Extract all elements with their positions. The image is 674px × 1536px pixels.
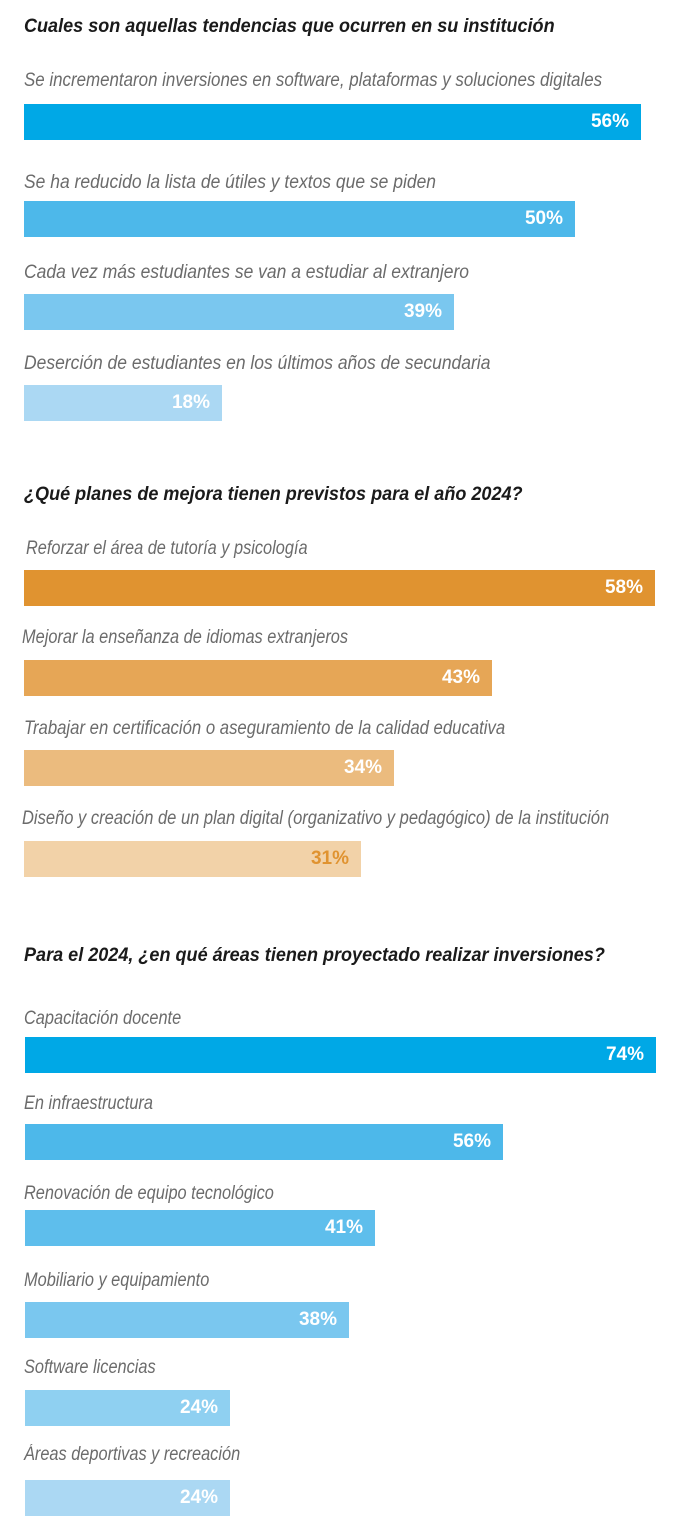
bar: 39% — [24, 294, 454, 330]
bar: 50% — [24, 201, 575, 237]
chart-2-title: ¿Qué planes de mejora tienen previstos p… — [24, 484, 523, 505]
bar-value-label: 56% — [590, 111, 629, 132]
bar-value-label: 56% — [452, 1131, 491, 1152]
category-label: Capacitación docente — [24, 1008, 182, 1029]
bar: 56% — [24, 104, 641, 140]
bar: 24% — [25, 1480, 230, 1516]
bar-value-label: 74% — [605, 1044, 644, 1065]
bar-value-label: 41% — [324, 1217, 363, 1238]
category-label: Se ha reducido la lista de útiles y text… — [24, 172, 437, 193]
category-label: Diseño y creación de un plan digital (or… — [22, 808, 610, 829]
bar-value-label: 39% — [403, 301, 442, 322]
category-label: Deserción de estudiantes en los últimos … — [24, 353, 491, 374]
category-label: Renovación de equipo tecnológico — [24, 1183, 274, 1204]
bar: 18% — [24, 385, 222, 421]
bar-value-label: 58% — [604, 577, 643, 598]
category-label: Software licencias — [24, 1357, 156, 1378]
bar-value-label: 18% — [171, 392, 210, 413]
category-label: Reforzar el área de tutoría y psicología — [26, 538, 308, 559]
bar: 74% — [25, 1037, 656, 1073]
category-label: Se incrementaron inversiones en software… — [24, 70, 603, 91]
bar: 43% — [24, 660, 492, 696]
bar-value-label: 24% — [179, 1397, 218, 1418]
category-label: Trabajar en certificación o aseguramient… — [24, 718, 506, 739]
bar-value-label: 38% — [298, 1309, 337, 1330]
bar: 58% — [24, 570, 655, 606]
category-label: Cada vez más estudiantes se van a estudi… — [24, 262, 470, 283]
bar: 41% — [25, 1210, 375, 1246]
bar-value-label: 24% — [179, 1487, 218, 1508]
category-label: Áreas deportivas y recreación — [24, 1444, 241, 1465]
bar: 24% — [25, 1390, 230, 1426]
category-label: Mejorar la enseñanza de idiomas extranje… — [22, 627, 349, 648]
bar: 31% — [24, 841, 361, 877]
bar: 38% — [25, 1302, 349, 1338]
bar-value-label: 43% — [441, 667, 480, 688]
bar-value-label: 34% — [343, 757, 382, 778]
chart-1-title: Cuales son aquellas tendencias que ocurr… — [24, 16, 555, 37]
bar: 34% — [24, 750, 394, 786]
chart-3-title: Para el 2024, ¿en qué áreas tienen proye… — [24, 945, 605, 966]
bar: 56% — [25, 1124, 503, 1160]
bar-value-label: 31% — [310, 848, 349, 869]
category-label: Mobiliario y equipamiento — [24, 1270, 210, 1291]
bar-value-label: 50% — [524, 208, 563, 229]
category-label: En infraestructura — [24, 1093, 153, 1114]
